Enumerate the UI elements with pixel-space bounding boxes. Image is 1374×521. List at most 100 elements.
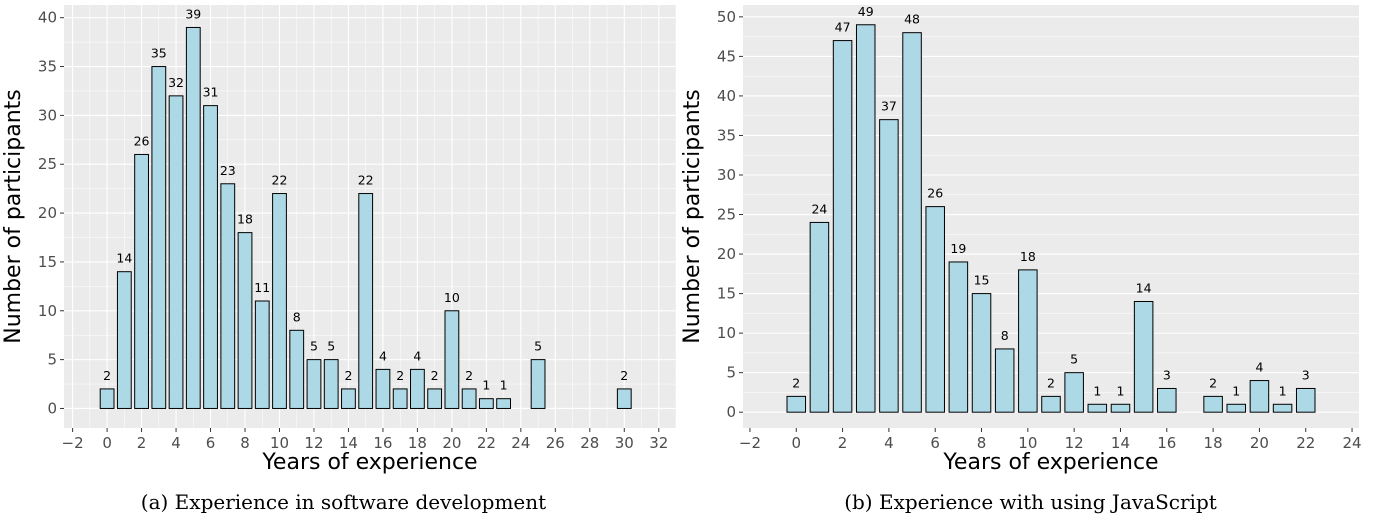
- data-label: 39: [185, 6, 201, 21]
- bar: [832, 40, 853, 413]
- chart-panel-b: 2 24 47 49 37 48 26 19 15 8 18 2 5 1 1 14 3 2 1 4 1 3 −2 0 2 4 6 8 1…: [680, 0, 1374, 521]
- y-tick-label: 35: [717, 126, 736, 144]
- data-label: 26: [134, 133, 150, 148]
- data-label: 2: [1209, 375, 1217, 390]
- data-label: 3: [1302, 367, 1310, 382]
- x-tick-label: 12: [304, 434, 323, 452]
- y-tick-label: 25: [717, 206, 736, 224]
- bar: [254, 300, 270, 409]
- data-label: 26: [927, 186, 943, 201]
- bar: [341, 388, 356, 409]
- x-tick-label: 8: [977, 434, 987, 452]
- y-tick-label: 10: [38, 302, 57, 320]
- x-tick-label: 18: [408, 434, 427, 452]
- data-label: 1: [500, 378, 508, 393]
- x-tick-label: 20: [1250, 434, 1269, 452]
- data-label: 4: [1255, 360, 1263, 375]
- y-tick-label: 25: [38, 155, 57, 173]
- data-label: 1: [1279, 383, 1287, 398]
- x-tick-label: −2: [62, 434, 84, 452]
- bar: [1133, 300, 1154, 413]
- y-tick-label: 30: [717, 166, 736, 184]
- bar: [99, 388, 115, 409]
- data-label: 5: [534, 339, 542, 354]
- bar: [971, 293, 992, 413]
- data-label: 2: [344, 368, 352, 383]
- x-tick-label: 0: [791, 434, 801, 452]
- bar: [203, 105, 218, 409]
- data-label: 24: [811, 201, 827, 216]
- bar: [1018, 269, 1038, 413]
- data-label: 10: [444, 290, 460, 305]
- bar: [1226, 403, 1247, 413]
- x-tick-label: 32: [649, 434, 668, 452]
- chart-b-caption: (b) Experience with using JavaScript: [844, 490, 1217, 514]
- x-tick-label: 2: [137, 434, 147, 452]
- x-tick-label: 18: [1204, 434, 1223, 452]
- y-tick-label: 15: [717, 285, 736, 303]
- bar: [1064, 372, 1084, 413]
- x-tick-label: 4: [884, 434, 894, 452]
- x-tick-label: 16: [1157, 434, 1176, 452]
- data-label: 15: [974, 273, 990, 288]
- data-label: 14: [116, 251, 132, 266]
- bar: [478, 398, 494, 409]
- data-label: 11: [254, 280, 270, 295]
- data-label: 8: [1001, 328, 1009, 343]
- bar: [530, 359, 546, 409]
- bar: [220, 183, 236, 409]
- x-tick-label: 14: [1111, 434, 1130, 452]
- bar: [1110, 403, 1131, 413]
- bar: [925, 206, 945, 413]
- data-label: 32: [168, 75, 184, 90]
- data-label: 2: [431, 368, 439, 383]
- x-tick-label: 12: [1065, 434, 1084, 452]
- x-tick-label: 2: [838, 434, 848, 452]
- data-label: 2: [792, 375, 800, 390]
- x-tick-label: 24: [511, 434, 530, 452]
- data-label: 8: [293, 309, 301, 324]
- bar: [1087, 403, 1108, 413]
- bar: [855, 24, 876, 413]
- data-label: 22: [272, 173, 288, 188]
- data-label: 23: [220, 163, 236, 178]
- bar: [948, 261, 969, 413]
- data-label: 2: [396, 368, 404, 383]
- data-label: 19: [950, 241, 966, 256]
- bar: [392, 388, 408, 409]
- bar: [358, 193, 374, 409]
- x-tick-label: 30: [615, 434, 634, 452]
- y-tick-label: 15: [38, 253, 57, 271]
- y-tick-label: 50: [717, 8, 736, 26]
- y-tick-label: 30: [38, 106, 57, 124]
- data-label: 5: [327, 339, 335, 354]
- bar: [461, 388, 477, 409]
- bar: [185, 26, 201, 409]
- bar: [786, 395, 807, 413]
- bar: [902, 32, 922, 413]
- x-tick-label: 6: [930, 434, 940, 452]
- data-label: 14: [1136, 280, 1152, 295]
- bar: [1295, 387, 1316, 413]
- y-tick-label: 10: [717, 324, 736, 342]
- data-label: 5: [310, 339, 318, 354]
- x-tick-label: 10: [270, 434, 289, 452]
- data-label: 2: [465, 368, 473, 383]
- x-tick-label: 22: [477, 434, 496, 452]
- bar: [616, 388, 632, 409]
- bar: [994, 348, 1015, 413]
- bar: [1249, 380, 1270, 413]
- y-tick-label: 45: [717, 47, 736, 65]
- data-label: 4: [379, 348, 387, 363]
- data-label: 35: [151, 46, 167, 61]
- y-tick-label: 5: [47, 351, 57, 369]
- data-label: 4: [413, 348, 421, 363]
- bar: [134, 153, 149, 409]
- data-label: 2: [103, 368, 111, 383]
- x-tick-label: 24: [1343, 434, 1362, 452]
- x-tick-label: −2: [739, 434, 761, 452]
- data-label: 3: [1163, 367, 1171, 382]
- bar: [306, 359, 322, 409]
- x-tick-label: 4: [171, 434, 181, 452]
